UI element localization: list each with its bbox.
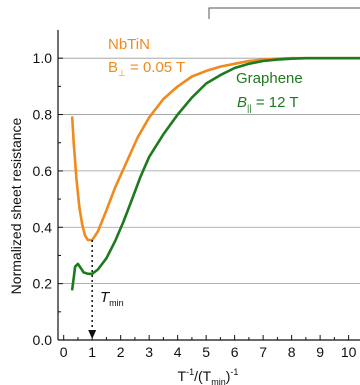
- y-tick-label-0: 0.0: [33, 332, 53, 348]
- x-tick-label-9: 9: [316, 344, 324, 360]
- y-tick-label-4: 0.8: [33, 107, 53, 123]
- series-layer: [70, 56, 360, 339]
- x-tick-label-10: 10: [341, 344, 357, 360]
- x-tick-label-3: 3: [145, 344, 153, 360]
- series-field-nbtin: B⊥ = 0.05 T: [108, 59, 185, 78]
- annotation-tmin-label: Tmin: [100, 289, 124, 308]
- bracket-line: [208, 7, 360, 19]
- x-tick-label-0: 0: [60, 344, 68, 360]
- x-tick-label-1: 1: [88, 344, 96, 360]
- annotation-tmin-arrow-head: [88, 330, 97, 339]
- y-tick-label-3: 0.6: [33, 163, 53, 179]
- series-label-nbtin: NbTiN: [108, 36, 150, 53]
- series-label-graphene: Graphene: [236, 70, 303, 87]
- x-tick-label-4: 4: [174, 344, 182, 360]
- y-tick-label-5: 1.0: [33, 50, 53, 66]
- series-field-graphene: B|| = 12 T: [237, 94, 299, 113]
- x-tick-label-6: 6: [231, 344, 239, 360]
- y-tick-label-2: 0.4: [33, 219, 53, 235]
- series-line-nbtin: [70, 56, 360, 242]
- x-tick-label-8: 8: [288, 344, 296, 360]
- x-tick-label-7: 7: [259, 344, 267, 360]
- x-axis-title: T-1/(Tmin)-1: [178, 367, 239, 385]
- y-tick-label-1: 0.2: [33, 276, 53, 292]
- y-axis-title: Normalized sheet resistance: [8, 117, 24, 294]
- axes: 0.0 0.2 0.4 0.6 0.8 1.0 0 1 2 3 4 5 6 7 8 9 10: [33, 30, 360, 360]
- series-line-graphene: [70, 56, 360, 291]
- x-tick-label-5: 5: [202, 344, 210, 360]
- x-tick-label-2: 2: [117, 344, 125, 360]
